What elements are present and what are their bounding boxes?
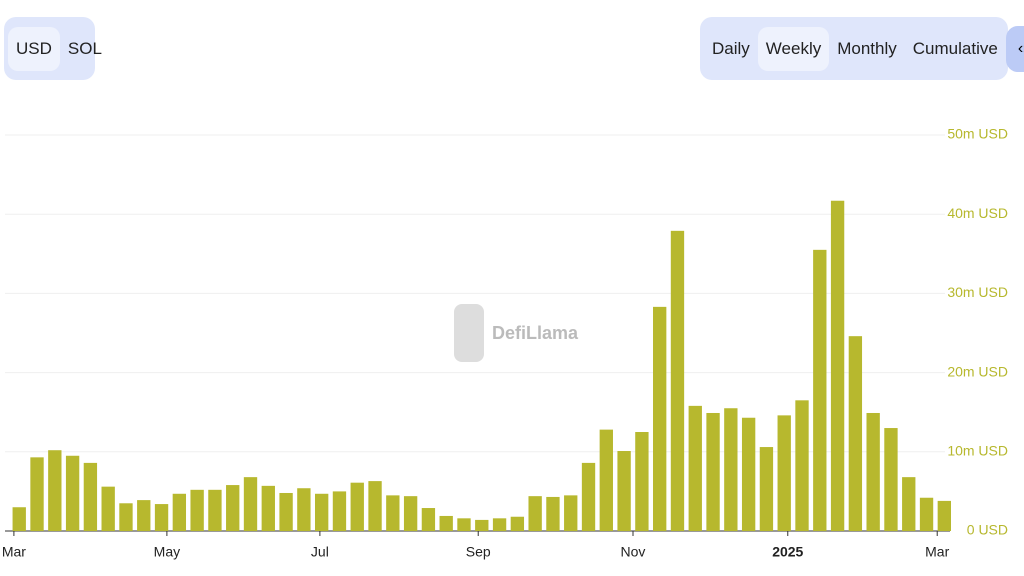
bar [724,408,738,531]
bar [314,493,329,531]
y-tick-label: 20m USD [947,363,1008,379]
embed-button[interactable]: ‹› [1005,25,1024,72]
y-tick-label: 30m USD [947,284,1008,300]
bar [226,485,240,531]
bar [208,489,222,531]
toggle-button[interactable]: Weekly [757,26,830,71]
bar [759,447,774,531]
bar [297,488,311,531]
bar [830,200,845,531]
bar [653,306,667,531]
y-tick-label: 0 USD [967,522,1008,538]
bar [937,500,951,531]
bar [599,429,613,531]
bar [30,457,44,531]
x-tick-label: Sep [466,544,491,560]
bar [12,507,26,531]
bar [688,405,702,531]
bar [421,508,436,531]
bar [813,249,827,531]
bar [884,428,898,531]
bar [492,518,507,531]
toggle-button[interactable]: SOL [67,38,102,58]
bar [777,415,791,531]
x-tick-label: Mar [925,544,949,560]
bar [670,230,685,531]
bar [866,412,880,531]
bar [119,503,133,531]
y-tick-label: 10m USD [947,443,1008,459]
bar [706,412,720,531]
bar [83,462,98,531]
bar [368,481,382,531]
bar [919,497,934,531]
bar [386,495,400,531]
bar [350,482,364,531]
x-tick-label: Nov [621,544,646,560]
bar [332,491,347,531]
bar [795,400,809,531]
period-toggle: Daily Weekly Monthly Cumulative ‹› [700,17,1024,80]
bar [154,504,169,531]
x-tick-label: Jul [311,544,329,560]
bar [101,486,115,531]
bar [546,496,560,531]
bar [741,417,756,531]
bar [848,336,863,531]
watermark-logo [454,304,484,362]
bar [635,432,649,531]
bar [48,450,62,531]
bar [190,489,204,531]
bar [439,515,453,531]
bar [403,496,418,531]
bar [510,516,525,531]
bar [65,455,80,531]
bar [279,492,293,531]
bar [261,485,275,531]
toggle-button[interactable]: Daily [712,38,750,58]
y-tick-label: 40m USD [947,205,1008,221]
bar [243,477,258,531]
currency-toggle: USD SOL [4,17,102,80]
x-tick-label: 2025 [772,544,803,560]
bar [528,496,542,531]
toggle-button[interactable]: Cumulative [912,38,998,58]
toggle-button[interactable]: USD [8,26,60,71]
x-tick-label: May [154,544,180,560]
y-tick-label: 50m USD [947,126,1008,142]
bar [475,519,489,531]
bar [902,477,916,531]
bar [617,451,631,531]
bar [137,500,151,531]
bar [457,518,471,531]
x-tick-label: Mar [2,544,26,560]
toggle-button[interactable]: Monthly [837,38,897,58]
bar [581,462,596,531]
bar [564,495,578,531]
watermark: DefiLlama [492,323,579,343]
bar [172,493,187,531]
